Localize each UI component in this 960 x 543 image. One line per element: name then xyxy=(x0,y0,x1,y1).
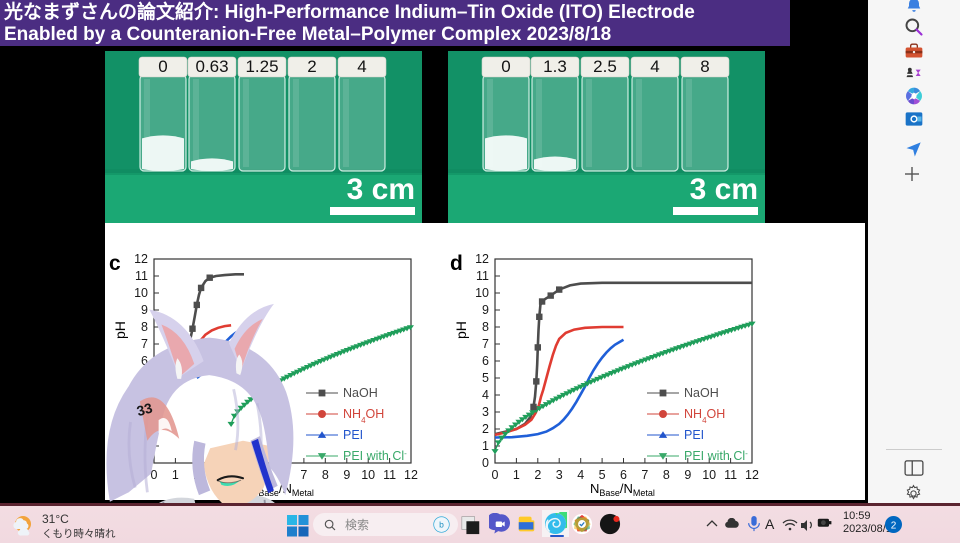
svg-text:11: 11 xyxy=(135,269,148,283)
svg-text:3: 3 xyxy=(482,405,489,419)
svg-text:3 cm: 3 cm xyxy=(690,173,758,206)
svg-text:8: 8 xyxy=(663,468,670,482)
svg-text:PEI with Cl-: PEI with Cl- xyxy=(343,449,407,464)
svg-text:NaOH: NaOH xyxy=(684,386,719,400)
svg-text:1.3: 1.3 xyxy=(543,57,567,76)
svg-text:5: 5 xyxy=(599,468,606,482)
svg-text:6: 6 xyxy=(482,354,489,368)
svg-text:9: 9 xyxy=(482,303,489,317)
svg-text:7: 7 xyxy=(482,337,489,351)
svg-text:1.25: 1.25 xyxy=(245,57,278,76)
svg-text:7: 7 xyxy=(641,468,648,482)
svg-text:b: b xyxy=(439,519,444,529)
svg-text:12: 12 xyxy=(134,252,148,266)
svg-text:0: 0 xyxy=(158,57,167,76)
svg-text:12: 12 xyxy=(745,468,759,482)
svg-text:4: 4 xyxy=(577,468,584,482)
svg-text:4: 4 xyxy=(357,57,366,76)
svg-text:0: 0 xyxy=(492,468,499,482)
svg-text:3 cm: 3 cm xyxy=(347,173,415,206)
svg-text:1: 1 xyxy=(513,468,520,482)
svg-text:2: 2 xyxy=(534,468,541,482)
svg-text:4: 4 xyxy=(482,388,489,402)
svg-text:6: 6 xyxy=(620,468,627,482)
svg-text:12: 12 xyxy=(404,468,418,482)
svg-text:0.63: 0.63 xyxy=(195,57,228,76)
svg-text:2: 2 xyxy=(891,520,897,531)
svg-text:10: 10 xyxy=(475,286,489,300)
svg-text:NH4OH: NH4OH xyxy=(343,407,384,425)
svg-text:1: 1 xyxy=(482,439,489,453)
svg-text:2: 2 xyxy=(307,57,316,76)
svg-text:2: 2 xyxy=(482,422,489,436)
svg-text:11: 11 xyxy=(383,468,396,482)
svg-text:10: 10 xyxy=(134,286,148,300)
svg-text:4: 4 xyxy=(650,57,659,76)
svg-text:12: 12 xyxy=(475,252,489,266)
svg-text:PEI: PEI xyxy=(343,428,363,442)
svg-text:PEI: PEI xyxy=(684,428,704,442)
svg-text:9: 9 xyxy=(684,468,691,482)
svg-text:11: 11 xyxy=(476,269,489,283)
svg-text:NaOH: NaOH xyxy=(343,386,378,400)
svg-text:2.5: 2.5 xyxy=(593,57,617,76)
svg-text:PEI with Cl-: PEI with Cl- xyxy=(684,449,748,464)
svg-text:0: 0 xyxy=(482,456,489,470)
svg-text:3: 3 xyxy=(556,468,563,482)
svg-text:A: A xyxy=(765,516,775,531)
svg-text:11: 11 xyxy=(724,468,737,482)
svg-text:NH4OH: NH4OH xyxy=(684,407,725,425)
svg-text:10: 10 xyxy=(361,468,375,482)
svg-text:10: 10 xyxy=(702,468,716,482)
svg-text:5: 5 xyxy=(482,371,489,385)
svg-text:8: 8 xyxy=(700,57,709,76)
svg-text:0: 0 xyxy=(501,57,510,76)
svg-text:8: 8 xyxy=(482,320,489,334)
svg-text:9: 9 xyxy=(343,468,350,482)
svg-text:8: 8 xyxy=(322,468,329,482)
